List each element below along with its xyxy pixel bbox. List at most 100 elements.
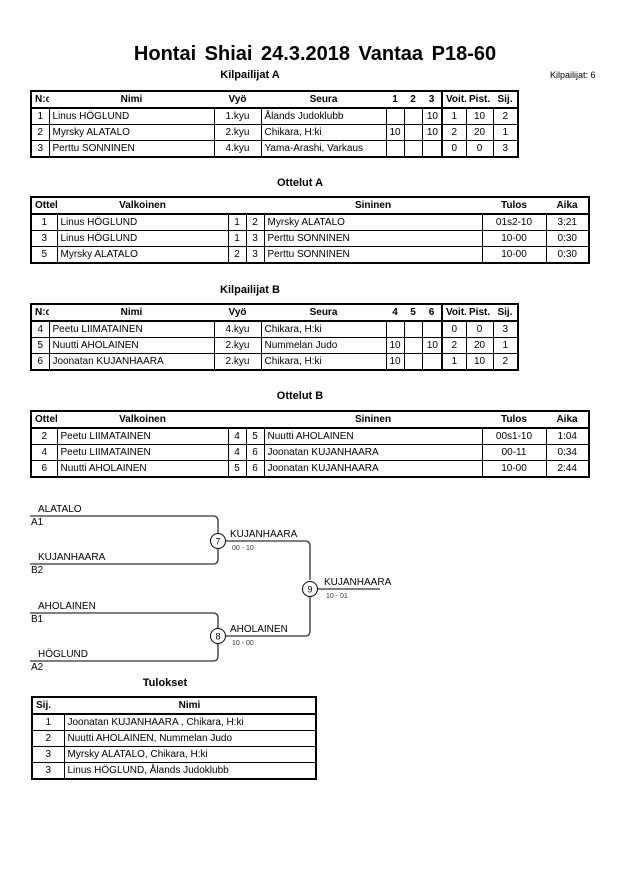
match-7-circle <box>210 533 226 549</box>
table-cell: Joonatan KUJANHAARA <box>48 353 215 371</box>
table-cell: Myrsky ALATALO <box>48 124 215 141</box>
table-cell: Linus HÖGLUND, Ålands Judoklubb <box>63 762 317 780</box>
table-row: 6 Nuutti AHOLAINEN 5 6 Joonatan KUJANHAARA 10… <box>30 460 590 478</box>
column-header: Voit. <box>441 303 466 322</box>
table-cell: 1 <box>492 337 519 354</box>
column-header: Pist. <box>466 303 493 322</box>
entrant-seed: A1 <box>31 517 44 528</box>
matches-b-heading: Ottelut B <box>276 390 324 402</box>
table-row: 4 Peetu LIIMATAINEN 4 6 Joonatan KUJANHAARA 0… <box>30 444 590 461</box>
table-cell: Perttu SONNINEN <box>263 246 483 264</box>
table-cell: Nuutti AHOLAINEN <box>56 460 229 478</box>
table-row: 6 Joonatan KUJANHAARA 2.kyu Chikara, H:ki 10… <box>30 353 519 371</box>
match-winner: KUJANHAARA <box>230 529 298 540</box>
column-header: Tulos <box>482 410 546 429</box>
table-cell: 10-00 <box>481 460 547 478</box>
column-header: Sininen <box>264 196 482 215</box>
table-cell: 3 <box>30 230 58 247</box>
entrant-name: KUJANHAARA <box>38 552 106 563</box>
column-header <box>228 410 246 429</box>
table-cell: 3 <box>31 746 65 763</box>
match-winner: AHOLAINEN <box>230 624 288 635</box>
column-header: Nimi <box>49 303 214 322</box>
table-cell: 5 <box>227 460 247 478</box>
entrant-seed: A2 <box>31 662 44 673</box>
column-header: Ottelu <box>31 410 57 429</box>
column-header: Sininen <box>264 410 482 429</box>
column-header: Valkoinen <box>57 410 228 429</box>
match-score: 10 - 00 <box>232 640 254 647</box>
bracket-line-8-out <box>226 597 311 637</box>
table-cell: 0:30 <box>545 230 590 247</box>
table-cell: 10 <box>421 337 443 354</box>
final-score: 10 - 01 <box>326 593 348 600</box>
table-cell: Nummelan Judo <box>260 337 387 354</box>
entrant-seed: B2 <box>31 565 44 576</box>
table-cell: 2:44 <box>545 460 590 478</box>
table-cell: 3 <box>492 140 519 158</box>
column-header <box>246 196 264 215</box>
column-header: Vyö <box>214 90 261 109</box>
pool-b-heading: Kilpailijat B <box>220 284 280 296</box>
table-cell: 1 <box>31 713 65 731</box>
matches-a-table: OtteluValkoinenSininenTulosAika1Linus HÖ… <box>30 196 590 264</box>
table-cell: 1 <box>227 230 247 247</box>
table-cell: 0 <box>441 140 467 158</box>
table-row: 2 Myrsky ALATALO 2.kyu Chikara, H:ki 10 10 2 20… <box>30 124 519 141</box>
column-header: Voit. <box>441 90 466 109</box>
table-row: 1 Joonatan KUJANHAARA , Chikara, H:ki <box>31 713 317 731</box>
header-row: N:oNimiVyöSeura123Voit.Pist.Sij. <box>31 90 518 109</box>
table-cell: Perttu SONNINEN <box>48 140 215 158</box>
results-heading: Tulokset <box>142 677 188 689</box>
column-header: Aika <box>546 196 589 215</box>
table-row: 5 Nuutti AHOLAINEN 2.kyu Nummelan Judo 10 10 2… <box>30 337 519 354</box>
column-header <box>246 410 264 429</box>
table-row: 3 Linus HÖGLUND 1 3 Perttu SONNINEN 10-00 0:30 <box>30 230 590 247</box>
table-cell: 20 <box>465 124 494 141</box>
column-header: 1 <box>386 90 404 109</box>
bracket-line-7-out <box>226 540 311 580</box>
column-header: Sij. <box>493 90 518 109</box>
table-cell: Joonatan KUJANHAARA , Chikara, H:ki <box>63 713 317 731</box>
pool-a-heading: Kilpailijat A <box>220 69 280 81</box>
table-cell: Nuutti AHOLAINEN <box>48 337 215 354</box>
column-header: N:o <box>31 90 49 109</box>
match-number: 7 <box>215 537 220 547</box>
column-header: Sij. <box>493 303 518 322</box>
results-table: Sij. Nimi 1 Joonatan KUJANHAARA , Chikara, … <box>31 696 317 780</box>
column-header: Sij. <box>32 696 64 715</box>
match-number: 8 <box>215 632 220 642</box>
column-header: Tulos <box>482 196 546 215</box>
entrant-seed: B1 <box>31 614 44 625</box>
table-cell: 2.kyu <box>213 337 262 354</box>
table-cell: Peetu LIIMATAINEN <box>56 444 229 461</box>
matches-a-heading: Ottelut A <box>276 177 324 189</box>
header-row: N:oNimiVyöSeura456Voit.Pist.Sij. <box>31 303 518 322</box>
table-cell: Myrsky ALATALO, Chikara, H:ki <box>63 746 317 763</box>
entrant-name: HÖGLUND <box>38 648 88 660</box>
page-title: Hontai Shiai 24.3.2018 Vantaa P18-60 <box>133 43 497 65</box>
match-9-circle <box>302 581 318 597</box>
column-header: Aika <box>546 410 589 429</box>
column-header: Vyö <box>214 303 261 322</box>
table-row: 5 Myrsky ALATALO 2 3 Perttu SONNINEN 10-00 0:3… <box>30 246 590 264</box>
table-cell: 0:30 <box>545 246 590 264</box>
table-cell: 20 <box>465 337 494 354</box>
column-header: Nimi <box>64 696 316 715</box>
table-row: 3 Myrsky ALATALO, Chikara, H:ki <box>31 746 317 763</box>
table-cell: 3 <box>31 762 65 780</box>
column-header: Seura <box>261 90 386 109</box>
column-header: 5 <box>404 303 422 322</box>
table-cell: 6 <box>30 353 50 371</box>
table-cell: 2.kyu <box>213 124 262 141</box>
entrant-name: AHOLAINEN <box>38 601 96 612</box>
table-cell: 2 <box>31 730 65 747</box>
match-score: 00 - 10 <box>232 545 254 552</box>
column-header: Ottelu <box>31 196 57 215</box>
